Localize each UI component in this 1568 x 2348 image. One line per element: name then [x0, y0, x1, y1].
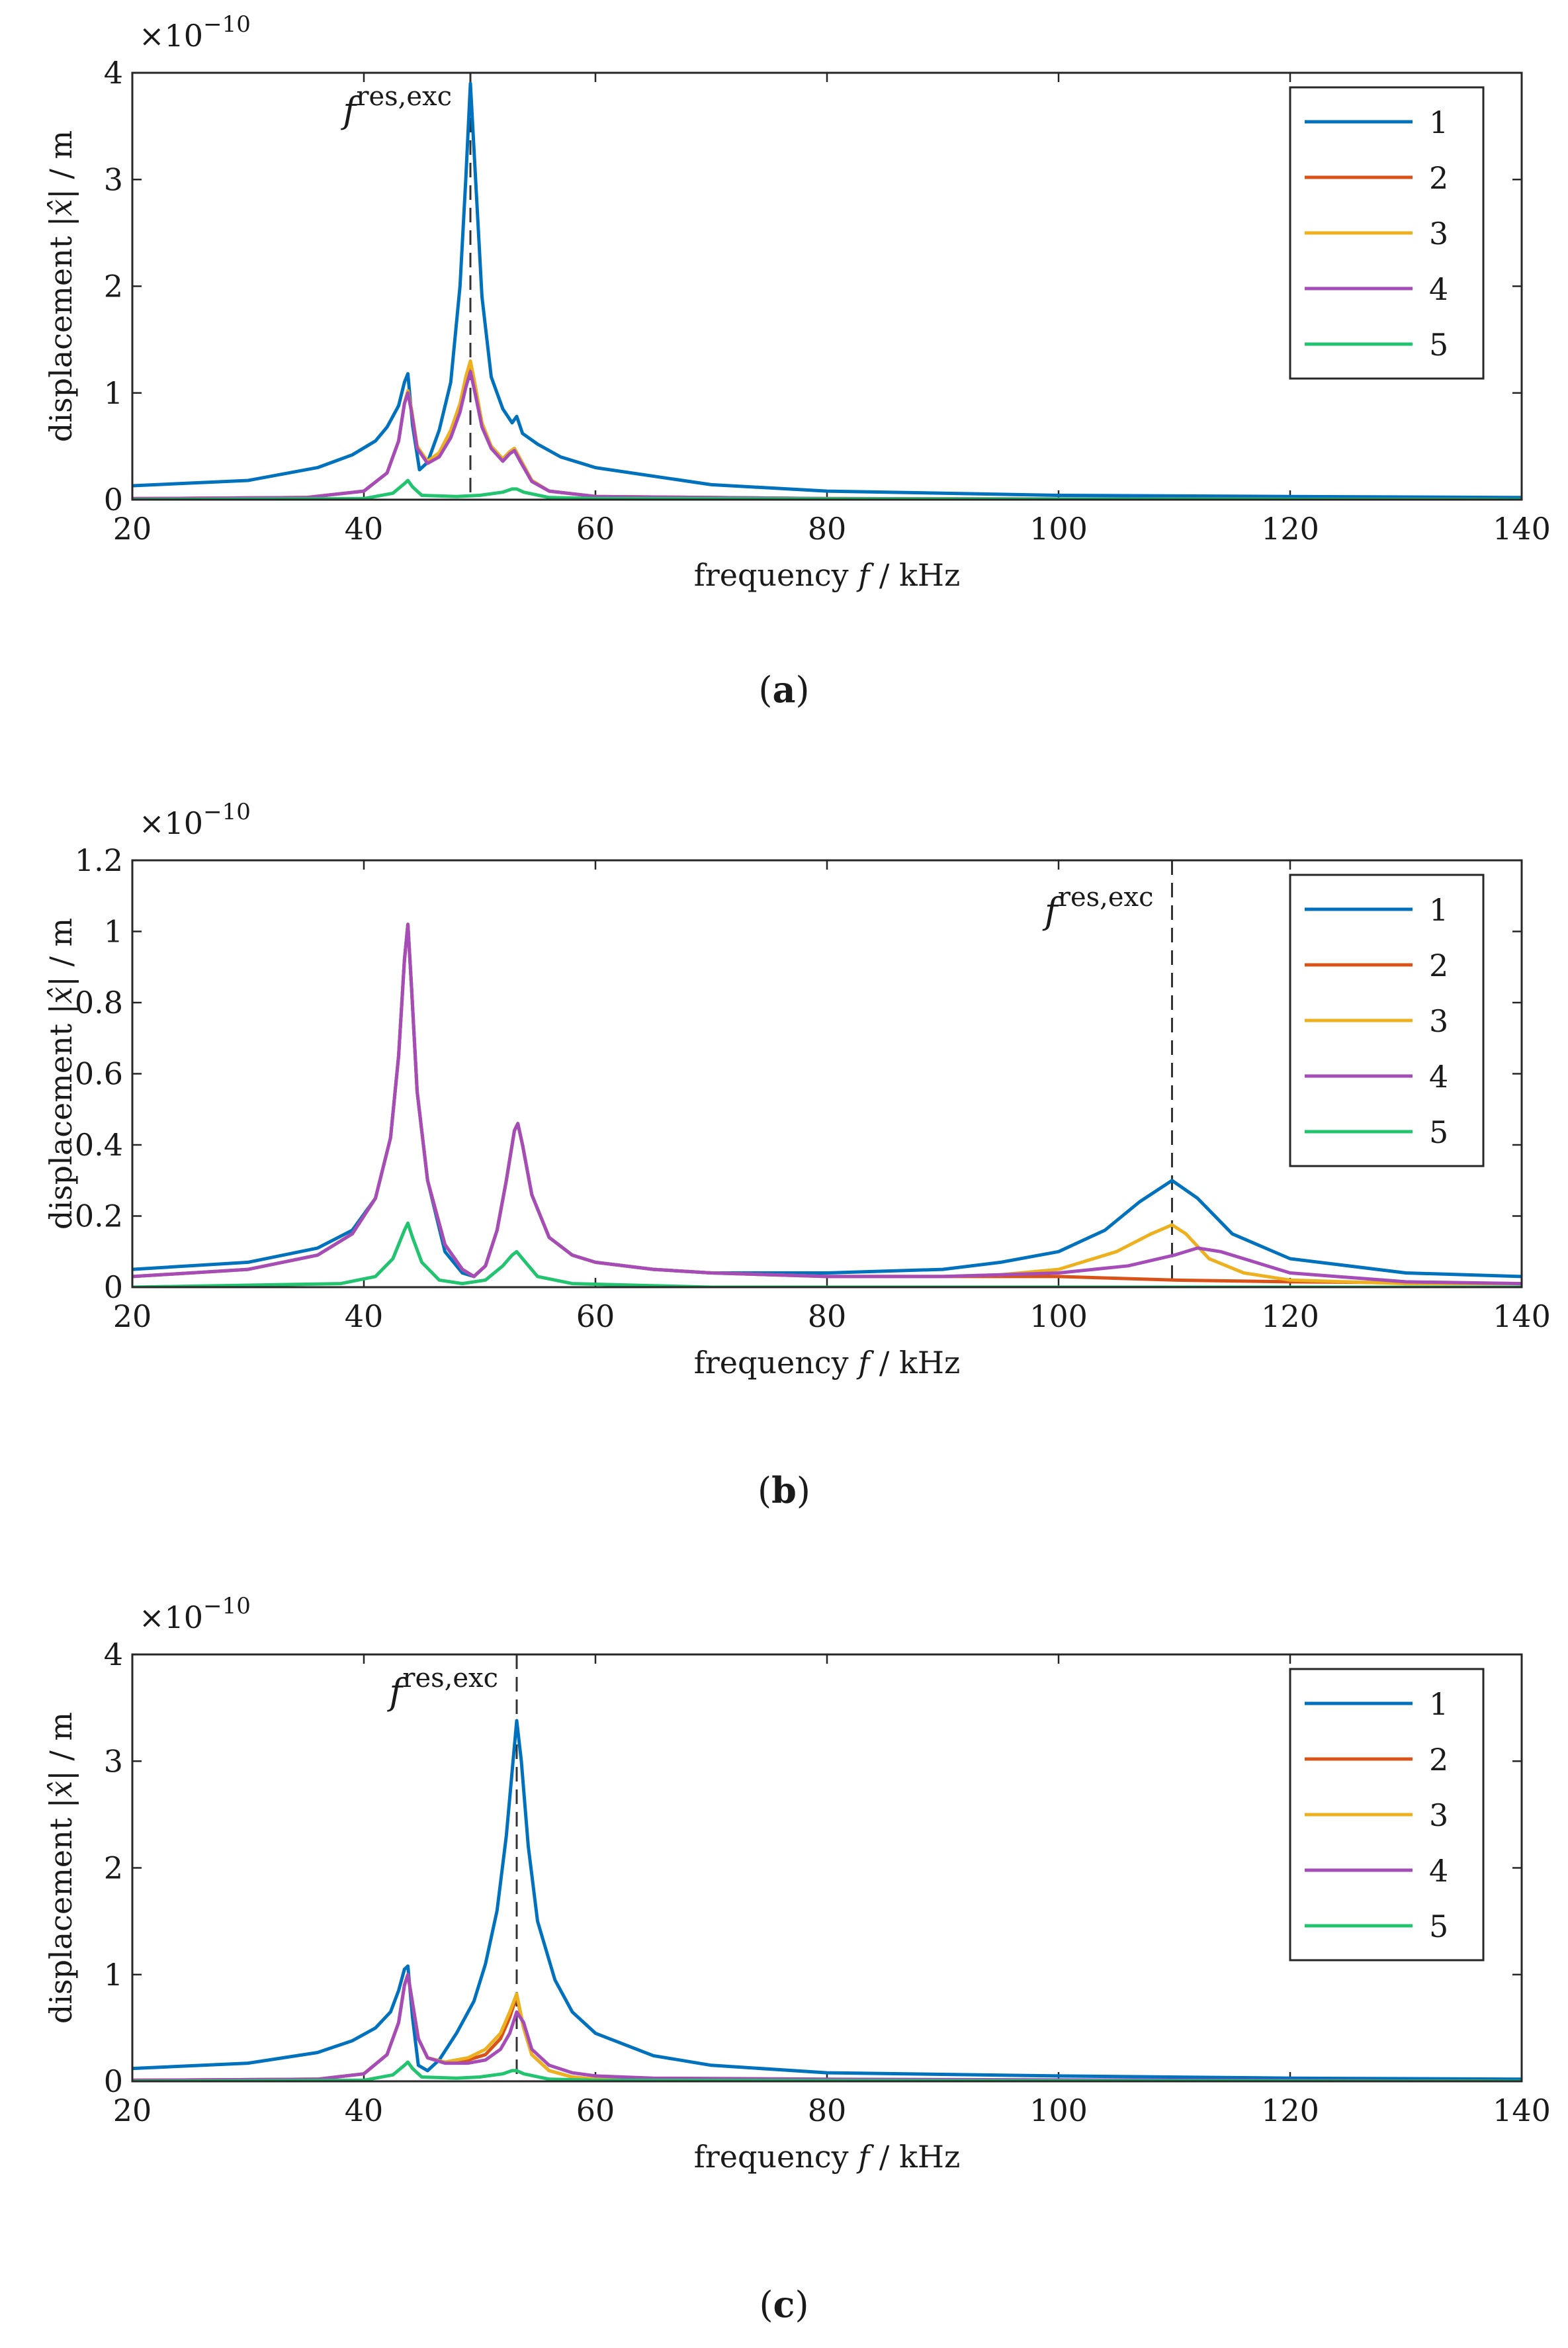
- plot-frame: [131, 71, 1523, 501]
- caption-close: ): [795, 2284, 809, 2325]
- x-tick-label: 140: [1493, 511, 1551, 547]
- y-tick-label: 4: [104, 55, 123, 91]
- x-tick-label: 140: [1493, 1298, 1551, 1334]
- legend-label-1: 1: [1429, 105, 1448, 140]
- chart-a: 20 40 60 80 100 120 140 0 1 2 3 4 ×10−10 frequency f …: [43, 11, 1551, 593]
- legend-label-4: 4: [1429, 1853, 1448, 1889]
- caption-letter: b: [771, 1469, 797, 1512]
- x-tick-label: 100: [1029, 1298, 1088, 1334]
- x-tick-label: 80: [808, 2093, 847, 2128]
- series-4-line: [132, 1973, 1522, 2081]
- panel-c: 20 40 60 80 100 120 140 0 1 2 3 4 ×10−10 frequency f …: [0, 1582, 1568, 2343]
- x-axis-label: frequency f / kHz: [694, 2139, 961, 2175]
- y-tick-label: 1: [104, 914, 123, 950]
- x-tick-label: 80: [808, 511, 847, 547]
- x-tick-label: 80: [808, 1298, 847, 1334]
- legend-label-3: 3: [1429, 216, 1448, 251]
- legend-label-1: 1: [1429, 1686, 1448, 1722]
- legend-label-5: 5: [1429, 1909, 1448, 1944]
- legend-label-3: 3: [1429, 1003, 1448, 1039]
- panel-a: 20 40 60 80 100 120 140 0 1 2 3 4 ×10−10 frequency f …: [0, 0, 1568, 761]
- series-4-line: [132, 923, 1522, 1286]
- legend-label-1: 1: [1429, 892, 1448, 928]
- y-tick-label: 1.2: [75, 842, 123, 878]
- panel-b: 20 40 60 80 100 120 140 0 0.2 0.4 0.6 0.8 1 1.2 ×10−10…: [0, 788, 1568, 1549]
- caption-b: (b): [0, 1469, 1568, 1512]
- x-tick-label: 60: [576, 1298, 615, 1334]
- caption-letter: a: [772, 668, 796, 711]
- series-5-line: [132, 478, 1522, 500]
- x-tick-label: 140: [1493, 2093, 1551, 2128]
- x-tick-label: 40: [345, 1298, 384, 1334]
- legend-label-4: 4: [1429, 1059, 1448, 1095]
- y-tick-label: 1: [104, 1957, 123, 1993]
- x-tick-label: 120: [1261, 2093, 1319, 2128]
- legend: 1 2 3 4 5: [1289, 874, 1485, 1167]
- x-tick-label: 20: [113, 2093, 152, 2128]
- y-tick-label: 0.8: [75, 985, 123, 1020]
- y-tick-label: 1: [104, 375, 123, 411]
- caption-c: (c): [0, 2283, 1568, 2325]
- chart-b: 20 40 60 80 100 120 140 0 0.2 0.4 0.6 0.8 1 1.2 ×10−10…: [43, 799, 1551, 1380]
- caption-open: (: [758, 669, 773, 711]
- x-axis-label: frequency f / kHz: [694, 1345, 961, 1380]
- y-tick-label: 3: [104, 161, 123, 197]
- legend: 1 2 3 4 5: [1289, 1668, 1485, 1962]
- y-tick-label: 3: [104, 1743, 123, 1779]
- legend-label-2: 2: [1429, 160, 1448, 196]
- legend: 1 2 3 4 5: [1289, 86, 1485, 380]
- series-4-line: [132, 370, 1522, 500]
- series-5-line: [132, 1221, 1522, 1287]
- legend-label-4: 4: [1429, 271, 1448, 307]
- y-tick-label: 0: [104, 1269, 123, 1305]
- x-tick-label: 100: [1029, 2093, 1088, 2128]
- caption-close: ): [796, 1470, 810, 1512]
- series-1-line: [132, 81, 1522, 500]
- plot-frame: [131, 859, 1523, 1288]
- x-tick-label: 60: [576, 511, 615, 547]
- y-tick-label: 0.4: [75, 1127, 123, 1163]
- y-tick-label: 0: [104, 2063, 123, 2099]
- y-tick-label: 0.6: [75, 1056, 123, 1092]
- legend-label-2: 2: [1429, 1742, 1448, 1778]
- caption-a: (a): [0, 668, 1568, 711]
- y-axis-label: displacement |x̂| / m: [43, 130, 79, 442]
- caption-open: (: [759, 2284, 773, 2325]
- x-tick-label: 120: [1261, 511, 1319, 547]
- y-axis-label: displacement |x̂| / m: [43, 918, 79, 1230]
- y-tick-label: 0: [104, 482, 123, 518]
- plot-frame: [131, 1653, 1523, 2083]
- y-tick-label: 2: [104, 1850, 123, 1886]
- x-tick-label: 20: [113, 511, 152, 547]
- y-exponent-label: ×10−10: [139, 1593, 251, 1635]
- x-tick-label: 100: [1029, 511, 1088, 547]
- x-tick-label: 20: [113, 1298, 152, 1334]
- x-tick-label: 40: [345, 511, 384, 547]
- y-tick-label: 2: [104, 269, 123, 304]
- x-axis-label: frequency f / kHz: [694, 557, 961, 593]
- legend-label-5: 5: [1429, 327, 1448, 363]
- legend-label-5: 5: [1429, 1114, 1448, 1150]
- legend-label-3: 3: [1429, 1797, 1448, 1833]
- y-axis-label: displacement |x̂| / m: [43, 1712, 79, 2024]
- legend-label-2: 2: [1429, 948, 1448, 983]
- caption-letter: c: [773, 2283, 795, 2325]
- y-exponent-label: ×10−10: [139, 11, 251, 54]
- x-tick-label: 120: [1261, 1298, 1319, 1334]
- y-tick-label: 4: [104, 1637, 123, 1672]
- y-exponent-label: ×10−10: [139, 799, 251, 841]
- y-tick-label: 0.2: [75, 1198, 123, 1234]
- caption-close: ): [795, 669, 810, 711]
- series-5-line: [132, 2060, 1522, 2081]
- x-tick-label: 40: [345, 2093, 384, 2128]
- x-tick-label: 60: [576, 2093, 615, 2128]
- chart-c: 20 40 60 80 100 120 140 0 1 2 3 4 ×10−10 frequency f …: [43, 1593, 1551, 2175]
- resonance-marker-label: fres,exc: [1042, 882, 1154, 932]
- series-1-line: [132, 1719, 1522, 2081]
- caption-open: (: [758, 1470, 772, 1512]
